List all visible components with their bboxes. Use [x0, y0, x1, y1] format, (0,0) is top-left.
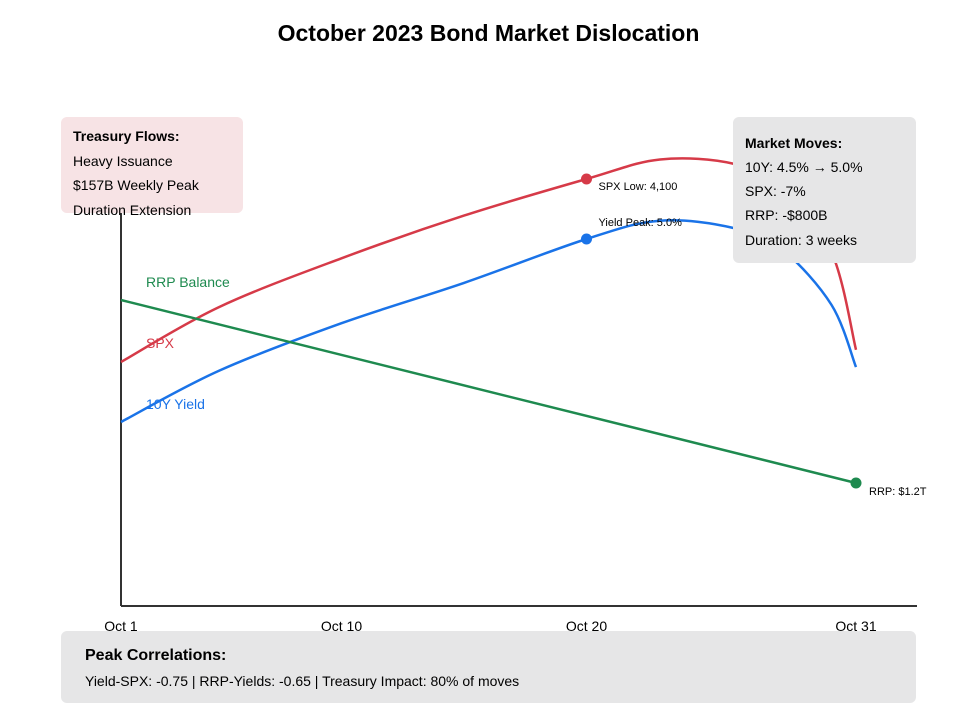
x-tick-label: Oct 10 — [321, 618, 362, 634]
labels-layer: 10Y Yield SPX RRP Balance Yield Peak: 5.0% S… — [146, 173, 927, 498]
treasury-flows-panel: Treasury Flows: Heavy Issuance $157B Wee… — [61, 117, 243, 218]
treasury-flows-line: $157B Weekly Peak — [73, 177, 199, 193]
market-moves-line: SPX: -7% — [745, 183, 806, 199]
annotation-point — [850, 477, 862, 489]
axes: Oct 1 Oct 10 Oct 20 Oct 31 — [104, 185, 917, 634]
annotation-label: RRP: $1.2T — [869, 486, 927, 498]
x-tick-label: Oct 31 — [835, 618, 876, 634]
x-tick-label: Oct 20 — [566, 618, 607, 634]
series-label-10y-yield: 10Y Yield — [146, 396, 205, 412]
annotation-point — [581, 233, 592, 245]
annotation-point — [581, 173, 592, 185]
correlations-heading: Peak Correlations: — [85, 647, 227, 664]
market-moves-line: Duration: 3 weeks — [745, 232, 858, 248]
x-tick-label: Oct 1 — [104, 618, 138, 634]
correlations-text: Yield-SPX: -0.75 | RRP-Yields: -0.65 | T… — [85, 673, 520, 689]
treasury-flows-heading: Treasury Flows: — [73, 128, 180, 144]
market-moves-line: RRP: -$800B — [745, 207, 828, 223]
treasury-flows-line: Heavy Issuance — [73, 153, 173, 169]
market-moves-line: 10Y: 4.5% → 5.0% — [745, 159, 863, 175]
treasury-flows-line: Duration Extension — [73, 202, 192, 218]
series-label-rrp-balance: RRP Balance — [146, 274, 230, 290]
market-moves-panel: Market Moves: 10Y: 4.5% → 5.0% SPX: -7% … — [733, 117, 916, 263]
correlations-panel: Peak Correlations: Yield-SPX: -0.75 | RR… — [61, 631, 916, 703]
annotation-label: SPX Low: 4,100 — [599, 181, 678, 193]
series-label-spx: SPX — [146, 335, 175, 351]
market-moves-heading: Market Moves: — [745, 135, 843, 151]
chart-title: October 2023 Bond Market Dislocation — [277, 20, 700, 46]
series-line-rrp-balance — [120, 298, 857, 485]
annotation-label: Yield Peak: 5.0% — [599, 217, 683, 229]
